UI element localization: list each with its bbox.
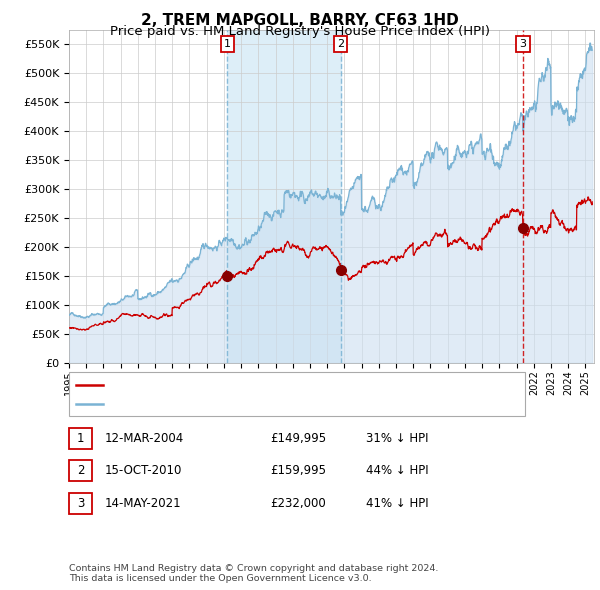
Text: 2, TREM MAPGOLL, BARRY, CF63 1HD: 2, TREM MAPGOLL, BARRY, CF63 1HD — [141, 13, 459, 28]
Text: 2: 2 — [77, 464, 84, 477]
Text: £159,995: £159,995 — [270, 464, 326, 477]
Text: 1: 1 — [224, 39, 230, 49]
Bar — [227, 30, 341, 363]
Text: 14-MAY-2021: 14-MAY-2021 — [105, 497, 182, 510]
Text: £232,000: £232,000 — [270, 497, 326, 510]
Text: 1: 1 — [77, 432, 84, 445]
Text: This data is licensed under the Open Government Licence v3.0.: This data is licensed under the Open Gov… — [69, 574, 371, 583]
Text: 15-OCT-2010: 15-OCT-2010 — [105, 464, 182, 477]
Text: 41% ↓ HPI: 41% ↓ HPI — [366, 497, 428, 510]
Text: 2: 2 — [337, 39, 344, 49]
Text: 31% ↓ HPI: 31% ↓ HPI — [366, 432, 428, 445]
Text: 3: 3 — [520, 39, 526, 49]
Text: 3: 3 — [77, 497, 84, 510]
Text: 12-MAR-2004: 12-MAR-2004 — [105, 432, 184, 445]
Text: HPI: Average price, detached house, Vale of Glamorgan: HPI: Average price, detached house, Vale… — [109, 399, 419, 408]
Text: 44% ↓ HPI: 44% ↓ HPI — [366, 464, 428, 477]
Text: £149,995: £149,995 — [270, 432, 326, 445]
Text: 2, TREM MAPGOLL, BARRY, CF63 1HD (detached house): 2, TREM MAPGOLL, BARRY, CF63 1HD (detach… — [109, 380, 420, 390]
Text: Price paid vs. HM Land Registry's House Price Index (HPI): Price paid vs. HM Land Registry's House … — [110, 25, 490, 38]
Text: Contains HM Land Registry data © Crown copyright and database right 2024.: Contains HM Land Registry data © Crown c… — [69, 565, 439, 573]
